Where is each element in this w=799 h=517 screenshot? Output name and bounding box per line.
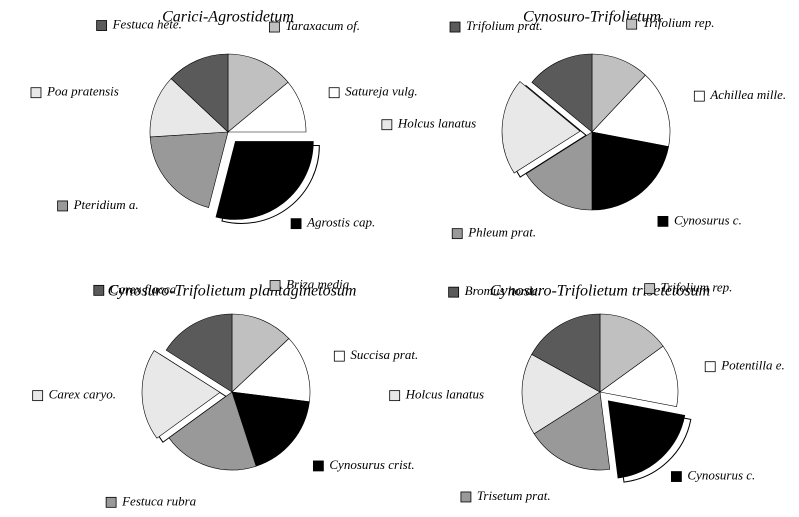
legend-label: Satureja vulg. xyxy=(345,84,417,99)
legend-label: Trifolium rep. xyxy=(643,15,715,30)
pie-slice xyxy=(168,391,257,471)
pie-slice xyxy=(141,350,221,439)
legend-swatch xyxy=(671,471,682,482)
pie-slice xyxy=(533,391,611,471)
legend-swatch xyxy=(312,460,324,472)
legend-swatch xyxy=(290,218,302,230)
legend-swatch xyxy=(451,228,463,240)
legend-label: Briza media xyxy=(286,277,350,292)
legend-label: Cynosurus crist. xyxy=(329,457,414,472)
chart-title: Cynosuro-Trifolietum trisetetosum xyxy=(490,283,710,300)
chart-title: Cynosuro-Trifolietum xyxy=(523,9,661,26)
legend-label: Bromus horde. xyxy=(465,283,541,298)
legend-swatch xyxy=(448,286,460,298)
pie-slice xyxy=(521,354,601,435)
legend-swatch xyxy=(333,350,345,362)
legend-label: Succisa prat. xyxy=(350,347,418,362)
legend-swatch xyxy=(105,496,117,508)
pie-slice xyxy=(231,338,311,403)
legend-label: Carex flacca xyxy=(110,281,177,296)
legend-label: Trisetum prat. xyxy=(477,488,551,503)
legend-label: Phleum prat. xyxy=(467,225,536,240)
legend-swatch xyxy=(704,361,716,373)
legend-label: Festuca rubra xyxy=(121,493,197,508)
legend-swatch xyxy=(96,20,108,31)
chart-title: Carici-Agrostidetum xyxy=(162,9,294,26)
chart-title: Cynosuro-Trifolietum plantaginetosum xyxy=(108,283,357,300)
legend-label: Carex caryo. xyxy=(49,387,116,402)
legend-swatch xyxy=(268,21,280,33)
legend-swatch xyxy=(626,18,638,30)
legend-swatch xyxy=(32,390,44,402)
legend-label: Potentilla e. xyxy=(720,358,785,373)
legend-swatch xyxy=(449,21,461,33)
legend-label: Cynosurus c. xyxy=(674,212,742,227)
pie-slice xyxy=(165,313,233,393)
legend-label: Holcus lanatus xyxy=(397,116,476,131)
legend-label: Holcus lanatus xyxy=(405,387,484,402)
legend-swatch xyxy=(657,215,669,227)
legend-label: Agrostis cap. xyxy=(306,215,375,230)
legend-label: Cynosurus c. xyxy=(687,468,755,483)
legend-swatch xyxy=(269,280,281,291)
legend-label: Festuca hete. xyxy=(112,17,182,32)
legend-label: Poa pratensis xyxy=(46,84,119,99)
legend-swatch xyxy=(328,87,340,99)
pie-slice xyxy=(231,391,310,467)
pie-slice xyxy=(501,81,581,174)
legend-label: Taraxacum of. xyxy=(285,18,360,33)
pie-slice xyxy=(149,78,229,138)
legend-swatch xyxy=(644,283,656,295)
pie-slice xyxy=(215,141,314,220)
pie-slice xyxy=(231,313,290,393)
pie-slice xyxy=(591,131,669,211)
pie-slice xyxy=(599,345,679,407)
legend-swatch xyxy=(693,90,705,102)
legend-swatch xyxy=(389,390,401,402)
pie-slice xyxy=(591,74,671,147)
legend-swatch xyxy=(93,284,105,296)
legend-swatch xyxy=(381,119,393,131)
legend-swatch xyxy=(460,491,472,503)
pie-slice xyxy=(149,131,229,208)
legend-label: Achillea mille. xyxy=(709,87,786,102)
pie-slice xyxy=(227,81,307,133)
pie-slice xyxy=(607,400,686,479)
pie-slice xyxy=(525,131,593,211)
pie-slice xyxy=(599,313,664,393)
legend-label: Pteridium a. xyxy=(73,197,139,212)
legend-swatch xyxy=(57,200,69,212)
pie-slice xyxy=(227,53,289,133)
pie-slice xyxy=(170,53,229,133)
pie-slice xyxy=(531,53,593,133)
pie-slice xyxy=(531,313,601,393)
legend-label: Trifolium prat. xyxy=(466,18,543,33)
legend-swatch xyxy=(30,87,42,99)
legend-label: Trifolium rep. xyxy=(661,280,733,295)
